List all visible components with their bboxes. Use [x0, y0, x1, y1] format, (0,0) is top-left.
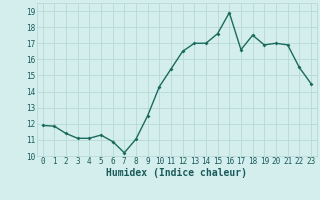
X-axis label: Humidex (Indice chaleur): Humidex (Indice chaleur) [106, 168, 247, 178]
